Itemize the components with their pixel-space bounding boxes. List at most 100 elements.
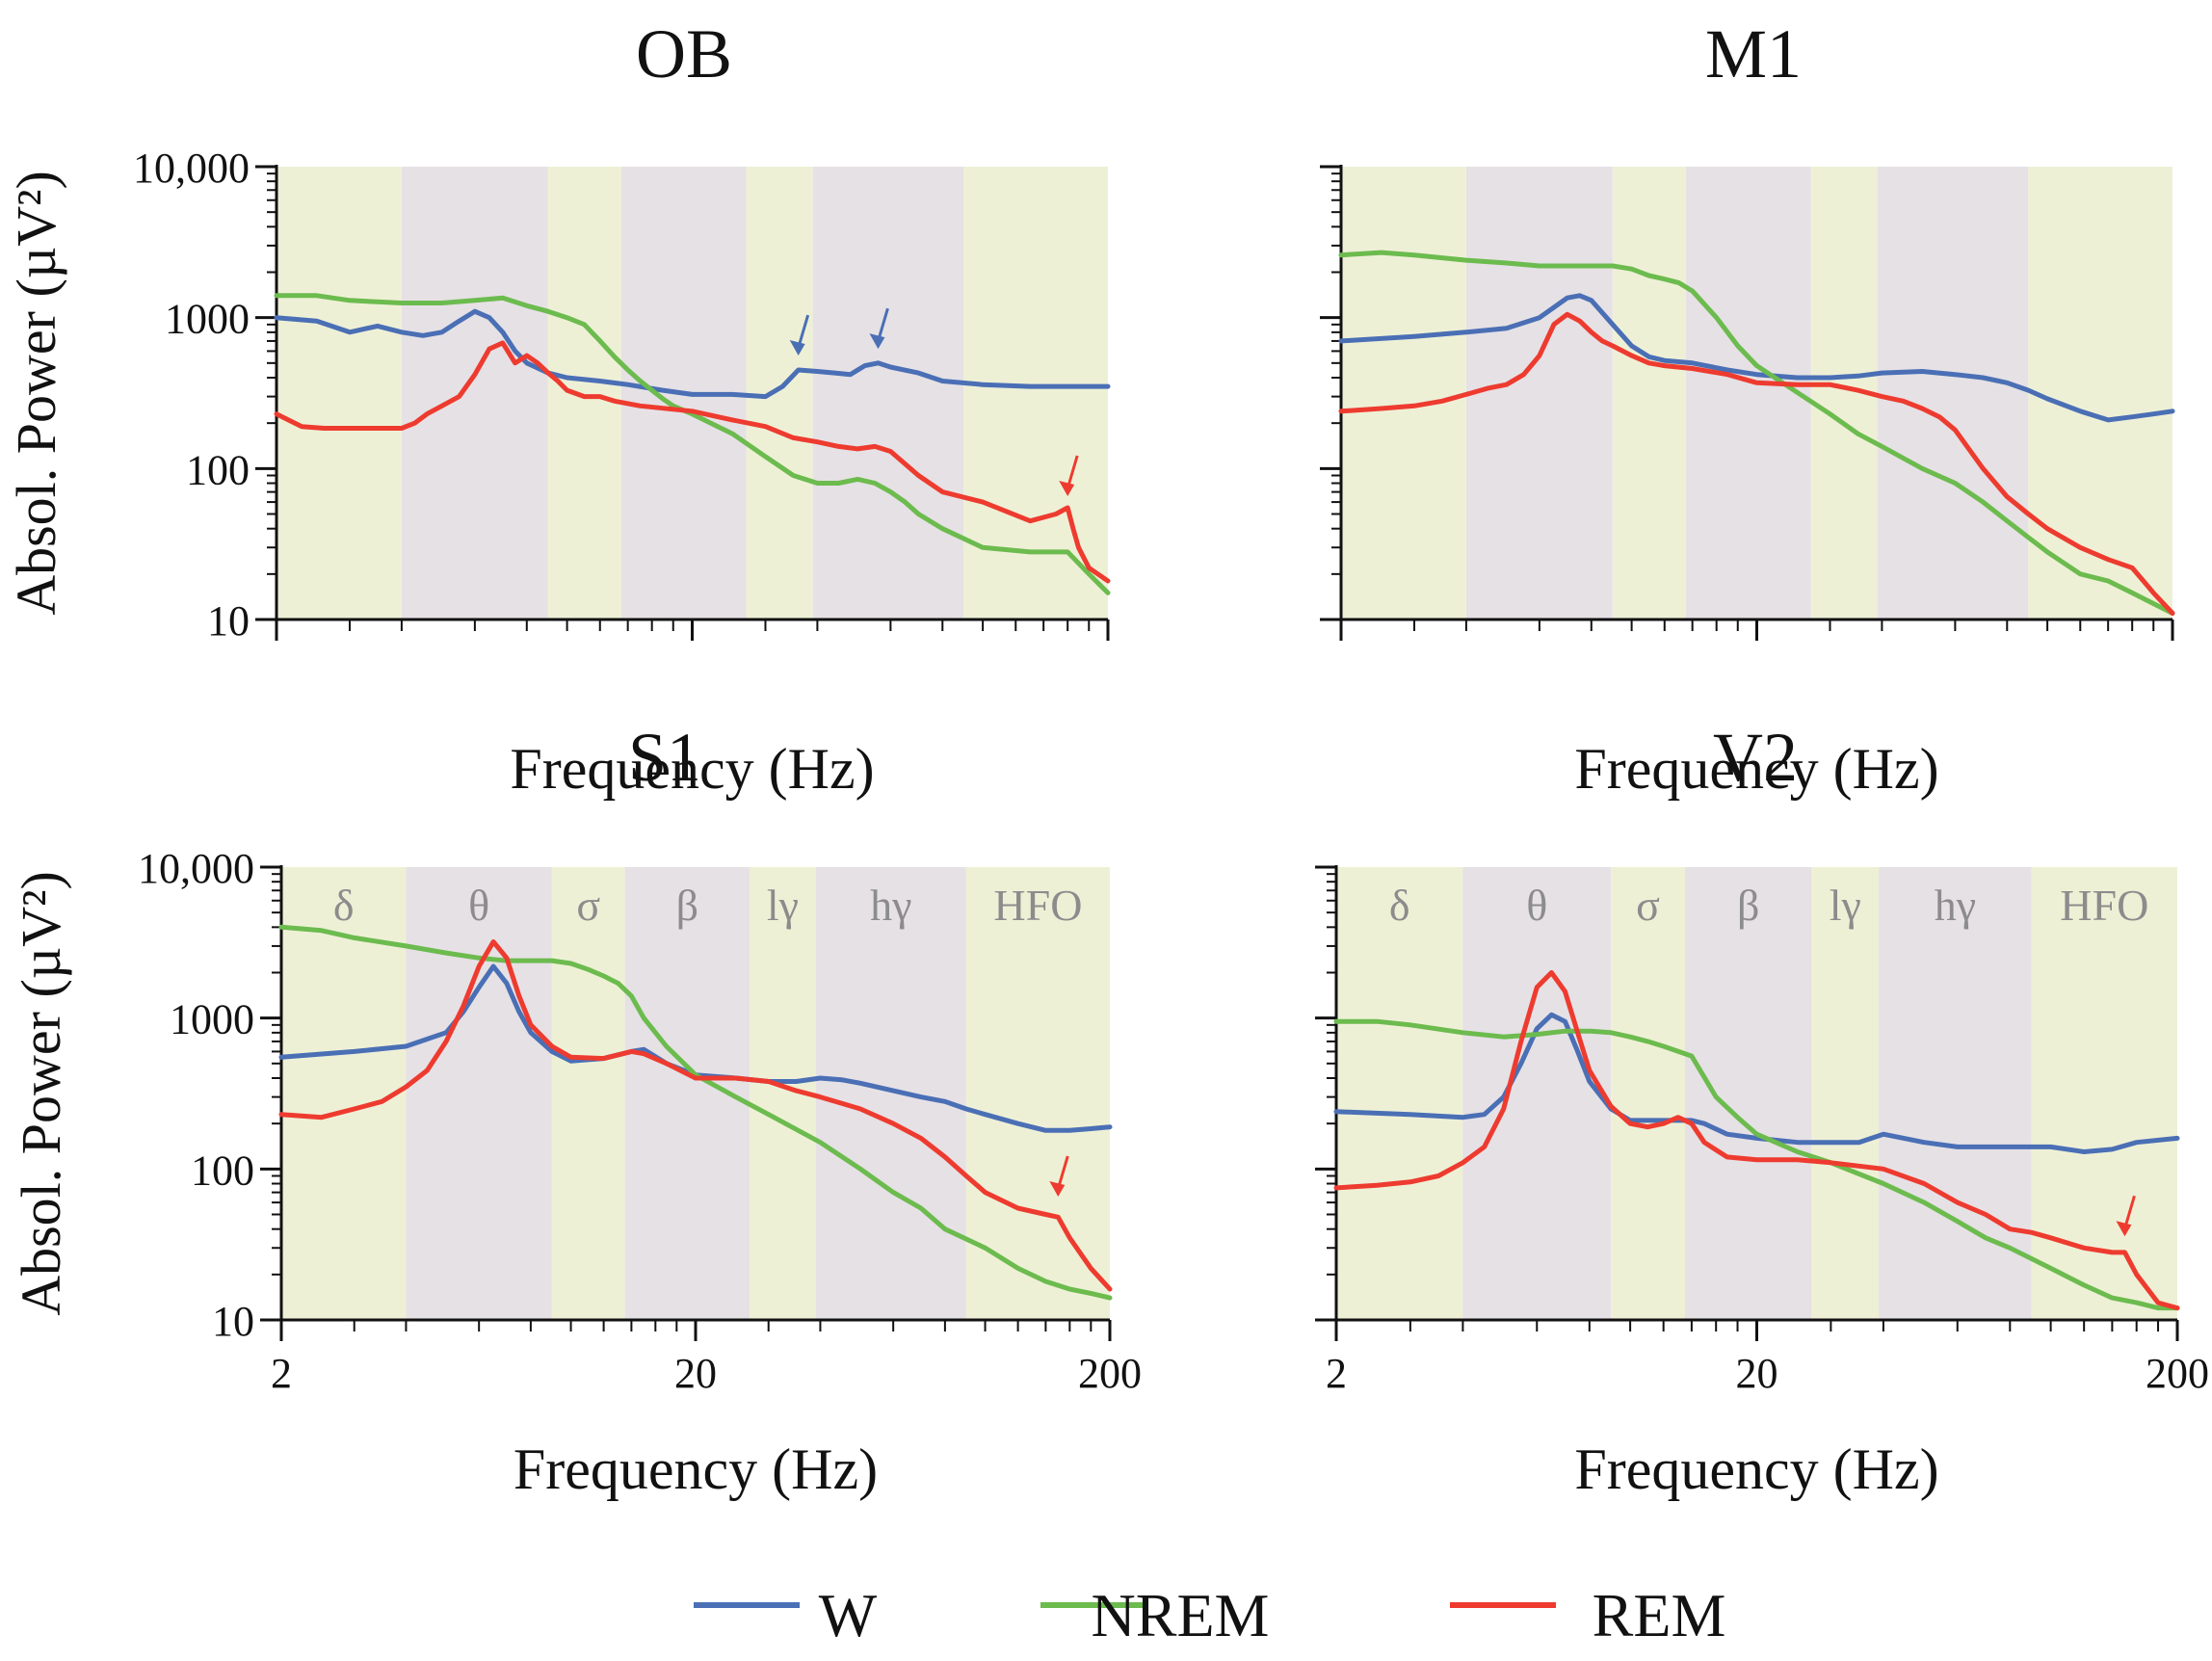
axes <box>1320 165 2174 641</box>
band-HFO <box>2031 867 2177 1320</box>
band-δ <box>1336 867 1463 1320</box>
series-line-rem <box>1338 311 2175 616</box>
y-tick-label: 1000 <box>170 996 254 1043</box>
band-hγ <box>815 867 966 1320</box>
arrow-head <box>789 340 805 356</box>
annotation-arrow <box>2116 1195 2136 1237</box>
frequency-bands: δ θ σ β lγ hγ HFO <box>1336 867 2177 1320</box>
annotation-arrow <box>869 307 889 350</box>
axes <box>260 865 1112 1341</box>
band-hγ <box>1877 167 2029 620</box>
y-tick-label: 10,000 <box>138 845 254 892</box>
annotation-arrow <box>1049 1155 1069 1198</box>
frequency-bands: δ θ σ β lγ hγ HFO <box>281 867 1110 1320</box>
band-θ <box>401 167 548 620</box>
series-line-w <box>274 308 1111 400</box>
x-axis-label: Frequency (Hz) <box>1574 737 1938 801</box>
axes <box>255 165 1110 641</box>
series-group <box>274 293 1111 595</box>
band-θ <box>1465 167 1613 620</box>
y-tick-label: 100 <box>191 1147 254 1194</box>
series-line-nrem <box>278 924 1113 1301</box>
legend-label: REM <box>1593 1581 1726 1649</box>
legend-item-nrem: NREM <box>1040 1581 1269 1649</box>
band-label: θ <box>1526 881 1547 930</box>
axes <box>1315 865 2179 1341</box>
x-axis-label: Frequency (Hz) <box>1574 1437 1938 1501</box>
band-label: δ <box>1389 881 1410 930</box>
x-tick-label: 200 <box>1078 1350 1142 1397</box>
legend: W NREM REM <box>694 1581 1725 1649</box>
band-label: HFO <box>993 881 1082 930</box>
band-label: θ <box>468 881 489 930</box>
legend-label: NREM <box>1092 1581 1270 1649</box>
panel-m1: M1 Frequency (Hz) <box>1320 15 2175 801</box>
y-tick-label: 100 <box>186 446 250 493</box>
y-axis-label: Absol. Power (µV²) <box>5 171 67 616</box>
band-label: lγ <box>767 881 799 930</box>
panel-title: V2 <box>1713 719 1798 796</box>
band-θ <box>406 867 552 1320</box>
band-β <box>1685 167 1811 620</box>
band-label: β <box>676 881 698 930</box>
band-hγ <box>812 167 964 620</box>
series-group <box>278 924 1113 1301</box>
series-group <box>1338 250 2175 616</box>
band-label: hγ <box>1935 881 1976 930</box>
band-label: lγ <box>1830 881 1861 930</box>
y-tick-label: 10 <box>207 597 250 645</box>
band-δ <box>276 167 402 620</box>
legend-item-rem: REM <box>1450 1581 1725 1649</box>
panel-v2: V2 δ θ σ β lγ hγ HFO 2 20 200 Frequency (Hz) <box>1315 719 2209 1501</box>
panel-ob: OB 10 100 1000 10,000 Frequency (Hz) Absol. Po… <box>5 15 1111 801</box>
series-line-w <box>1338 293 2175 423</box>
arrow-shaft <box>2123 1195 2136 1229</box>
x-tick-label: 20 <box>674 1350 717 1397</box>
band-HFO <box>2028 167 2172 620</box>
panel-title: OB <box>636 15 732 92</box>
series-line-rem <box>278 939 1113 1292</box>
panel-s1: S1 δ θ σ β lγ hγ HFO 10 100 1000 10,000 2 20 200 Freque… <box>10 719 1142 1501</box>
arrow-shaft <box>1056 1155 1069 1190</box>
arrow-shaft <box>797 314 810 349</box>
y-tick-label: 10 <box>212 1298 254 1345</box>
band-label: hγ <box>870 881 911 930</box>
panels: OB 10 100 1000 10,000 Frequency (Hz) Absol. Po… <box>5 15 2209 1501</box>
legend-item-w: W <box>694 1581 878 1649</box>
x-tick-label: 2 <box>271 1350 292 1397</box>
arrow-head <box>869 333 885 350</box>
band-label: σ <box>576 881 600 930</box>
y-tick-label: 1000 <box>165 296 250 343</box>
arrow-shaft <box>1066 455 1079 489</box>
band-β <box>1684 867 1812 1320</box>
series-line-w <box>1333 1012 2180 1154</box>
frequency-bands <box>276 167 1108 620</box>
x-tick-label: 2 <box>1326 1350 1347 1397</box>
panel-title: M1 <box>1705 15 1802 92</box>
series-line-rem <box>274 340 1111 584</box>
band-label: HFO <box>2060 881 2148 930</box>
y-axis-label: Absol. Power (µV²) <box>10 871 72 1316</box>
annotation-arrow <box>1059 455 1079 497</box>
x-tick-label: 200 <box>2146 1350 2209 1397</box>
band-label: σ <box>1636 881 1660 930</box>
band-σ <box>1612 167 1686 620</box>
y-tick-label: 10,000 <box>133 145 250 192</box>
band-hγ <box>1879 867 2032 1320</box>
series-line-nrem <box>1333 1018 2180 1311</box>
series-line-rem <box>1333 970 2180 1311</box>
band-lγ <box>1811 867 1880 1320</box>
band-σ <box>551 867 625 1320</box>
arrow-head <box>2116 1221 2132 1237</box>
x-axis-label: Frequency (Hz) <box>514 1437 878 1501</box>
series-line-nrem <box>1338 250 2175 616</box>
x-axis-label: Frequency (Hz) <box>510 737 874 801</box>
frequency-bands <box>1341 167 2172 620</box>
panel-title: S1 <box>628 719 701 796</box>
band-σ <box>547 167 621 620</box>
legend-label: W <box>819 1581 878 1649</box>
arrow-shaft <box>877 307 889 342</box>
band-δ <box>1341 167 1466 620</box>
band-σ <box>1611 867 1685 1320</box>
